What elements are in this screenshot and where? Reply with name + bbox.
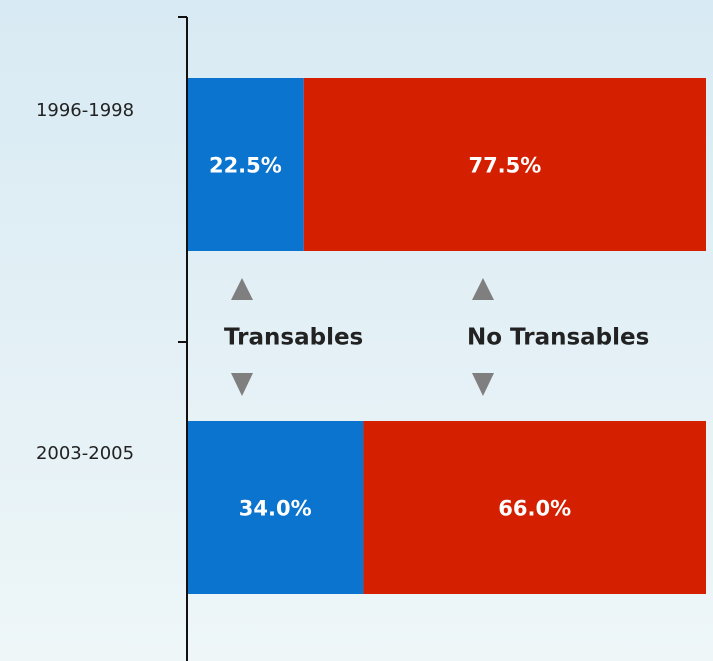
value-label: 77.5% (468, 154, 541, 178)
bar-segment (363, 421, 706, 594)
bar-segment (187, 421, 364, 594)
category-label: 1996-1998 (36, 100, 134, 121)
value-label: 66.0% (498, 497, 571, 521)
bar-segment (187, 78, 304, 251)
legend-arrow (472, 373, 494, 396)
legend-arrow (231, 278, 253, 300)
legend-arrow (231, 373, 253, 396)
value-label: 22.5% (209, 154, 282, 178)
legend-arrow (472, 278, 494, 300)
bar-segment (303, 78, 706, 251)
legend-label: Transables (224, 325, 363, 351)
legend-label: No Transables (467, 325, 649, 351)
value-label: 34.0% (239, 497, 312, 521)
category-label: 2003-2005 (36, 443, 134, 464)
